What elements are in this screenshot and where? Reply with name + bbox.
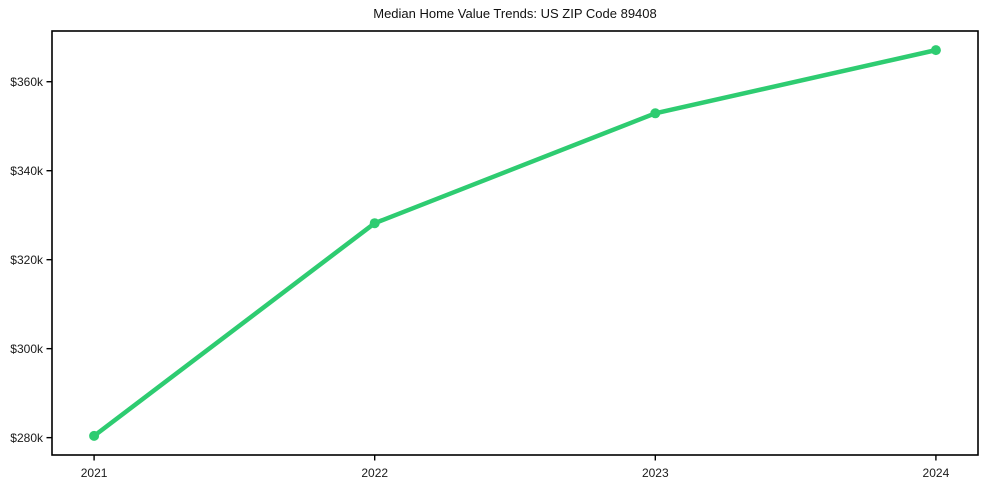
y-tick-label: $300k: [10, 342, 44, 356]
y-tick-label: $360k: [10, 75, 44, 89]
data-point-marker: [650, 108, 661, 119]
x-tick-label: 2024: [923, 466, 950, 480]
x-tick-label: 2021: [81, 466, 108, 480]
y-tick-label: $340k: [10, 164, 44, 178]
chart-title: Median Home Value Trends: US ZIP Code 89…: [373, 6, 657, 21]
data-point-marker: [930, 45, 941, 56]
data-point-marker: [89, 430, 100, 441]
y-tick-label: $320k: [10, 253, 44, 267]
data-point-marker: [369, 218, 380, 229]
y-tick-label: $280k: [10, 431, 44, 445]
x-tick-label: 2023: [642, 466, 669, 480]
trend-line: [91, 47, 939, 439]
x-tick-label: 2022: [361, 466, 388, 480]
plot-border: [51, 30, 979, 456]
